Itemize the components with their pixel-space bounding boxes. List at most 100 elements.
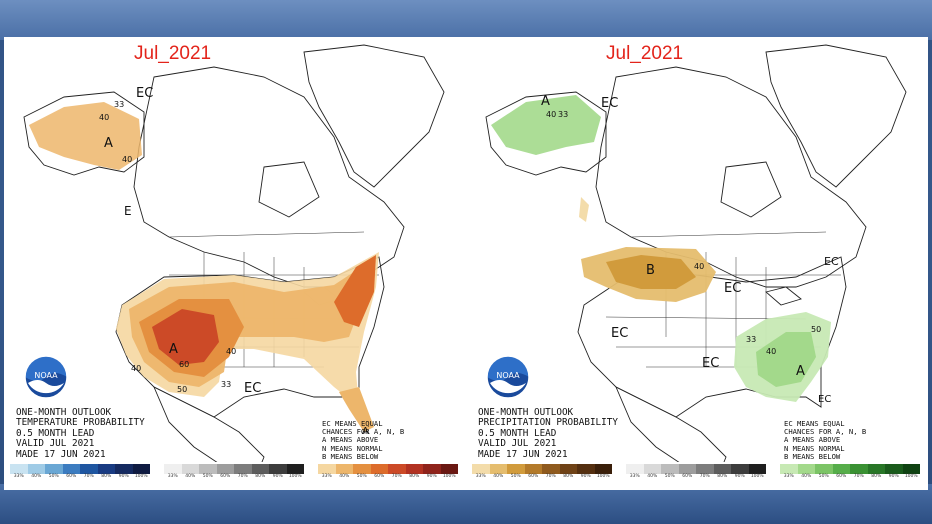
scale-swatch bbox=[850, 464, 868, 474]
scale-normal-group bbox=[164, 464, 304, 474]
greenland-outline bbox=[303, 44, 445, 188]
scale-tick-label: 50% bbox=[48, 474, 59, 479]
scale-tick-label: 33% bbox=[167, 474, 178, 479]
scale-tick-label: 70% bbox=[237, 474, 248, 479]
scale-swatch bbox=[867, 464, 885, 474]
scale-tick-label: 40% bbox=[339, 474, 350, 479]
scale-tick-label: 50% bbox=[202, 474, 213, 479]
scale-swatch bbox=[10, 464, 28, 474]
scale-swatch bbox=[797, 464, 815, 474]
scale-swatch bbox=[132, 464, 150, 474]
scale-swatch bbox=[97, 464, 115, 474]
below-40-north bbox=[606, 255, 696, 289]
precipitation-map-svg bbox=[485, 44, 907, 483]
scale-ticks: 33% 40% 50% 60% 70% 80% 90% 100% bbox=[780, 474, 920, 482]
scale-tick-label: 90% bbox=[580, 474, 591, 479]
canada-arctic-outline bbox=[133, 66, 405, 288]
noaa-logo-icon: NOAA bbox=[24, 355, 68, 399]
scale-swatch bbox=[559, 464, 577, 474]
alaska-outline bbox=[485, 91, 607, 176]
temperature-map-svg bbox=[23, 44, 445, 483]
scale-tick-label: 100% bbox=[904, 474, 918, 479]
background-bottom-band bbox=[0, 484, 932, 524]
background-top-band bbox=[0, 0, 932, 40]
scale-tick-label: 90% bbox=[426, 474, 437, 479]
scale-swatch bbox=[62, 464, 80, 474]
scale-swatch bbox=[318, 464, 336, 474]
scale-tick-label: 70% bbox=[83, 474, 94, 479]
scale-swatch bbox=[234, 464, 252, 474]
scale-tick-label: 90% bbox=[118, 474, 129, 479]
scale-ticks: 33% 40% 50% 60% 70% 80% 90% 100% bbox=[164, 474, 304, 482]
scale-swatch bbox=[472, 464, 490, 474]
scale-tick-label: 40% bbox=[801, 474, 812, 479]
scale-swatch bbox=[423, 464, 441, 474]
canada-arctic-outline bbox=[595, 66, 867, 288]
precipitation-outlook-map: Jul_2021 A EC 40 33 B 40 EC EC EC 33 40 … bbox=[466, 37, 928, 490]
scale-tick-label: 60% bbox=[836, 474, 847, 479]
scale-tick-label: 60% bbox=[682, 474, 693, 479]
scale-normal-group bbox=[626, 464, 766, 474]
scale-tick-label: 80% bbox=[871, 474, 882, 479]
scale-above-group bbox=[318, 464, 458, 474]
scale-swatch bbox=[45, 464, 63, 474]
scale-tick-label: 40% bbox=[185, 474, 196, 479]
scale-ticks: 33% 40% 50% 60% 70% 80% 90% 100% bbox=[10, 474, 150, 482]
scale-tick-label: 33% bbox=[321, 474, 332, 479]
temperature-outlook-map: Jul_2021 EC 40 33 A 40 E A 60 40 50 40 3… bbox=[4, 37, 466, 490]
scale-swatch bbox=[269, 464, 287, 474]
scale-tick-label: 80% bbox=[563, 474, 574, 479]
scale-tick-label: 70% bbox=[391, 474, 402, 479]
precipitation-legend: EC MEANS EQUAL CHANCES FOR A, N, B A MEA… bbox=[784, 419, 867, 461]
above-33-coast bbox=[579, 197, 589, 222]
scale-tick-label: 100% bbox=[596, 474, 610, 479]
scale-tick-label: 80% bbox=[717, 474, 728, 479]
scale-swatch bbox=[678, 464, 696, 474]
scale-tick-label: 50% bbox=[664, 474, 675, 479]
hudson-bay bbox=[258, 161, 320, 218]
scale-ticks: 33% 40% 50% 60% 70% 80% 90% 100% bbox=[318, 474, 458, 482]
scale-tick-label: 100% bbox=[134, 474, 148, 479]
above-33-alaska bbox=[491, 95, 601, 155]
scale-swatch bbox=[626, 464, 644, 474]
scale-tick-label: 70% bbox=[853, 474, 864, 479]
scale-tick-label: 80% bbox=[101, 474, 112, 479]
scale-swatch bbox=[251, 464, 269, 474]
scale-swatch bbox=[713, 464, 731, 474]
temperature-legend: EC MEANS EQUAL CHANCES FOR A, N, B A MEA… bbox=[322, 419, 405, 461]
scale-below-group bbox=[472, 464, 612, 474]
scale-swatch bbox=[489, 464, 507, 474]
scale-tick-label: 33% bbox=[629, 474, 640, 479]
scale-tick-label: 100% bbox=[288, 474, 302, 479]
svg-text:NOAA: NOAA bbox=[496, 371, 520, 380]
scale-swatch bbox=[507, 464, 525, 474]
scale-swatch bbox=[181, 464, 199, 474]
alaska-outline bbox=[23, 91, 145, 176]
scale-tick-label: 70% bbox=[545, 474, 556, 479]
scale-swatch bbox=[27, 464, 45, 474]
above-60-west bbox=[152, 309, 219, 365]
svg-text:NOAA: NOAA bbox=[34, 371, 58, 380]
scale-swatch bbox=[902, 464, 920, 474]
scale-swatch bbox=[164, 464, 182, 474]
color-scale-bar: 33% 40% 50% 60% 70% 80% 90% 100% 33% 40% 50% 60% 70%… bbox=[4, 462, 928, 484]
scale-swatch bbox=[748, 464, 766, 474]
scale-tick-label: 60% bbox=[528, 474, 539, 479]
hudson-bay bbox=[720, 161, 782, 218]
scale-swatch bbox=[885, 464, 903, 474]
scale-tick-label: 40% bbox=[493, 474, 504, 479]
scale-tick-label: 40% bbox=[31, 474, 42, 479]
scale-swatch bbox=[80, 464, 98, 474]
scale-swatch bbox=[286, 464, 304, 474]
scale-tick-label: 40% bbox=[647, 474, 658, 479]
scale-tick-label: 80% bbox=[255, 474, 266, 479]
scale-swatch bbox=[661, 464, 679, 474]
above-40-southeast bbox=[756, 332, 816, 387]
scale-tick-label: 100% bbox=[750, 474, 764, 479]
scale-tick-label: 90% bbox=[734, 474, 745, 479]
greenland-outline bbox=[765, 44, 907, 188]
precipitation-outlook-info: ONE-MONTH OUTLOOK PRECIPITATION PROBABILI… bbox=[478, 407, 618, 460]
scale-swatch bbox=[577, 464, 595, 474]
scale-tick-label: 33% bbox=[783, 474, 794, 479]
scale-above-group bbox=[780, 464, 920, 474]
